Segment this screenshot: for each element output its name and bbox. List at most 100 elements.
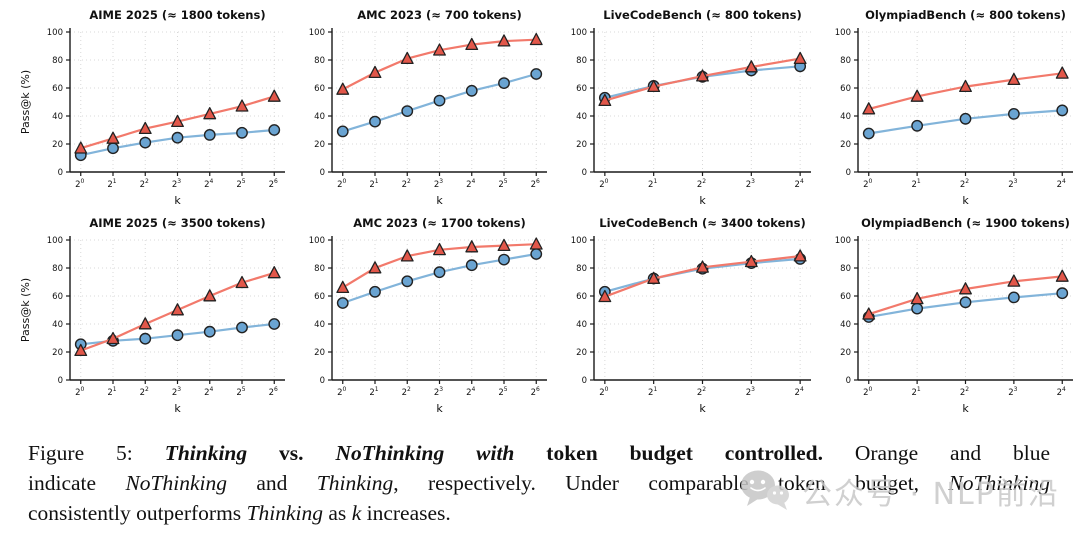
caption-segment: indicate <box>28 471 126 495</box>
marker-triangle-nothinking <box>400 51 414 65</box>
marker-triangle-nothinking <box>793 249 807 262</box>
caption-segment: Thinking <box>164 441 248 465</box>
x-tick-label: 24 <box>1057 386 1066 398</box>
chart-title: OlympiadBench (≈ 1900 tokens) <box>861 216 1070 230</box>
chart-svg-olympiadbench-1900: 0 20 40 60 80 100 20 21 22 23 24 OlympiadBench (≈ 1… <box>835 216 1073 415</box>
marker-circle-thinking <box>530 248 543 260</box>
marker-circle-thinking <box>911 119 924 132</box>
x-tick-label: 24 <box>204 386 213 398</box>
marker-triangle-nothinking <box>171 114 184 128</box>
marker-triangle-nothinking <box>598 93 612 107</box>
marker-circle-thinking <box>911 302 924 315</box>
chart-svg-aime-2025-3500: 0 20 40 60 80 100 20 21 22 23 24 25 26 AIME 2025 (≈ 3… <box>19 216 285 415</box>
y-tick-label: 20 <box>576 140 587 150</box>
x-tick-label: 23 <box>434 386 443 398</box>
marker-triangle-nothinking <box>1007 274 1021 287</box>
caption-segment: NoThinking <box>125 471 227 495</box>
x-tick-label: 22 <box>140 178 149 190</box>
marker-triangle-nothinking <box>959 79 972 93</box>
caption-segment: and <box>226 471 317 495</box>
marker-circle-thinking <box>433 94 446 107</box>
marker-circle-thinking <box>433 266 446 279</box>
y-tick-label: 80 <box>576 56 587 66</box>
marker-circle-thinking <box>401 275 414 288</box>
marker-triangle-nothinking <box>138 121 152 135</box>
chart-svg-livecodebench-800: 0 20 40 60 80 100 20 21 22 23 24 LiveCodeBench (≈ 8… <box>571 8 811 207</box>
x-tick-label: 24 <box>466 178 475 190</box>
y-tick-label: 100 <box>47 236 63 246</box>
marker-circle-thinking <box>203 325 216 338</box>
marker-circle-thinking <box>959 296 972 309</box>
chart-title: AIME 2025 (≈ 3500 tokens) <box>89 216 265 230</box>
caption-segment: Orange and blue <box>854 441 1051 465</box>
x-tick-label: 24 <box>795 386 804 398</box>
marker-circle-thinking <box>1007 108 1020 120</box>
x-tick-label: 23 <box>746 178 755 190</box>
chart-livecodebench-800-tokens: 0 20 40 60 80 100 20 21 22 23 24 LiveCodeBench (≈ 8… <box>556 4 820 212</box>
marker-circle-thinking <box>862 127 875 140</box>
y-tick-label: 100 <box>835 28 851 38</box>
x-axis-label: k <box>436 402 443 415</box>
x-tick-label: 20 <box>599 386 608 398</box>
marker-circle-thinking <box>236 321 248 334</box>
marker-triangle-nothinking <box>497 238 511 252</box>
marker-triangle-nothinking <box>203 289 217 302</box>
y-tick-label: 20 <box>840 348 851 358</box>
x-tick-label: 26 <box>269 178 278 190</box>
y-tick-label: 60 <box>840 84 851 94</box>
x-tick-label: 20 <box>863 386 872 398</box>
y-tick-label: 80 <box>840 264 851 274</box>
chart-svg-livecodebench-3400: 0 20 40 60 80 100 20 21 22 23 24 LiveCodeBench (≈ 3… <box>571 216 811 415</box>
y-tick-label: 60 <box>314 292 325 302</box>
y-tick-label: 20 <box>576 348 587 358</box>
y-tick-label: 60 <box>314 84 325 94</box>
y-tick-label: 80 <box>576 264 587 274</box>
x-tick-label: 26 <box>531 178 540 190</box>
figure-chart-grid: 0 20 40 60 80 100 20 21 22 23 24 25 26 AIME 2025 (≈ 1… <box>16 4 1080 420</box>
x-tick-label: 24 <box>204 178 213 190</box>
marker-circle-thinking <box>203 128 216 141</box>
caption-segment: token budget controlled. <box>514 441 855 465</box>
x-tick-label: 21 <box>912 386 921 398</box>
chart-title: AMC 2023 (≈ 700 tokens) <box>357 8 522 22</box>
y-tick-label: 20 <box>52 348 63 358</box>
marker-triangle-nothinking <box>433 242 446 256</box>
x-axis-label: k <box>436 194 443 207</box>
x-tick-label: 22 <box>960 386 969 398</box>
marker-circle-thinking <box>236 126 248 139</box>
marker-triangle-nothinking <box>862 102 876 115</box>
marker-triangle-nothinking <box>793 51 807 65</box>
chart-svg-aime-2025-1800: 0 20 40 60 80 100 20 21 22 23 24 25 26 AIME 2025 (≈ 1… <box>19 8 285 207</box>
caption-line-3: consistently outperforms Thinking as k i… <box>28 498 1050 528</box>
chart-title: LiveCodeBench (≈ 3400 tokens) <box>599 216 805 230</box>
marker-triangle-nothinking <box>529 237 543 250</box>
x-tick-label: 21 <box>648 386 657 398</box>
y-axis-label: Pass@k (%) <box>19 278 32 342</box>
x-tick-label: 23 <box>172 178 181 190</box>
x-tick-label: 26 <box>531 386 540 398</box>
chart-svg-olympiadbench-800: 0 20 40 60 80 100 20 21 22 23 24 OlympiadBench (≈ 8… <box>835 8 1073 207</box>
y-tick-label: 40 <box>576 112 587 122</box>
x-axis-label: k <box>174 194 181 207</box>
x-tick-label: 24 <box>795 178 804 190</box>
caption-segment: consistently outperforms <box>28 501 247 525</box>
marker-triangle-nothinking <box>696 260 709 273</box>
chart-olympiadbench-800-tokens: 0 20 40 60 80 100 20 21 22 23 24 OlympiadBench (≈ 8… <box>820 4 1080 212</box>
y-tick-label: 20 <box>52 140 63 150</box>
x-tick-label: 23 <box>1008 178 1017 190</box>
y-tick-label: 0 <box>582 376 587 386</box>
marker-triangle-nothinking <box>400 249 414 262</box>
marker-triangle-nothinking <box>647 271 661 284</box>
marker-circle-thinking <box>498 253 510 266</box>
y-tick-label: 60 <box>840 292 851 302</box>
caption-segment: , respectively. Under comparable token b… <box>393 471 949 495</box>
marker-triangle-nothinking <box>267 266 281 279</box>
y-tick-label: 0 <box>58 168 63 178</box>
chart-olympiadbench-1900-tokens: 0 20 40 60 80 100 20 21 22 23 24 OlympiadBench (≈ 1… <box>820 212 1080 420</box>
caption-segment: with <box>476 441 515 465</box>
marker-circle-thinking <box>1007 291 1020 304</box>
marker-circle-thinking <box>336 297 349 309</box>
y-tick-label: 20 <box>314 348 325 358</box>
y-tick-label: 40 <box>314 112 325 122</box>
marker-triangle-nothinking <box>1007 72 1021 86</box>
